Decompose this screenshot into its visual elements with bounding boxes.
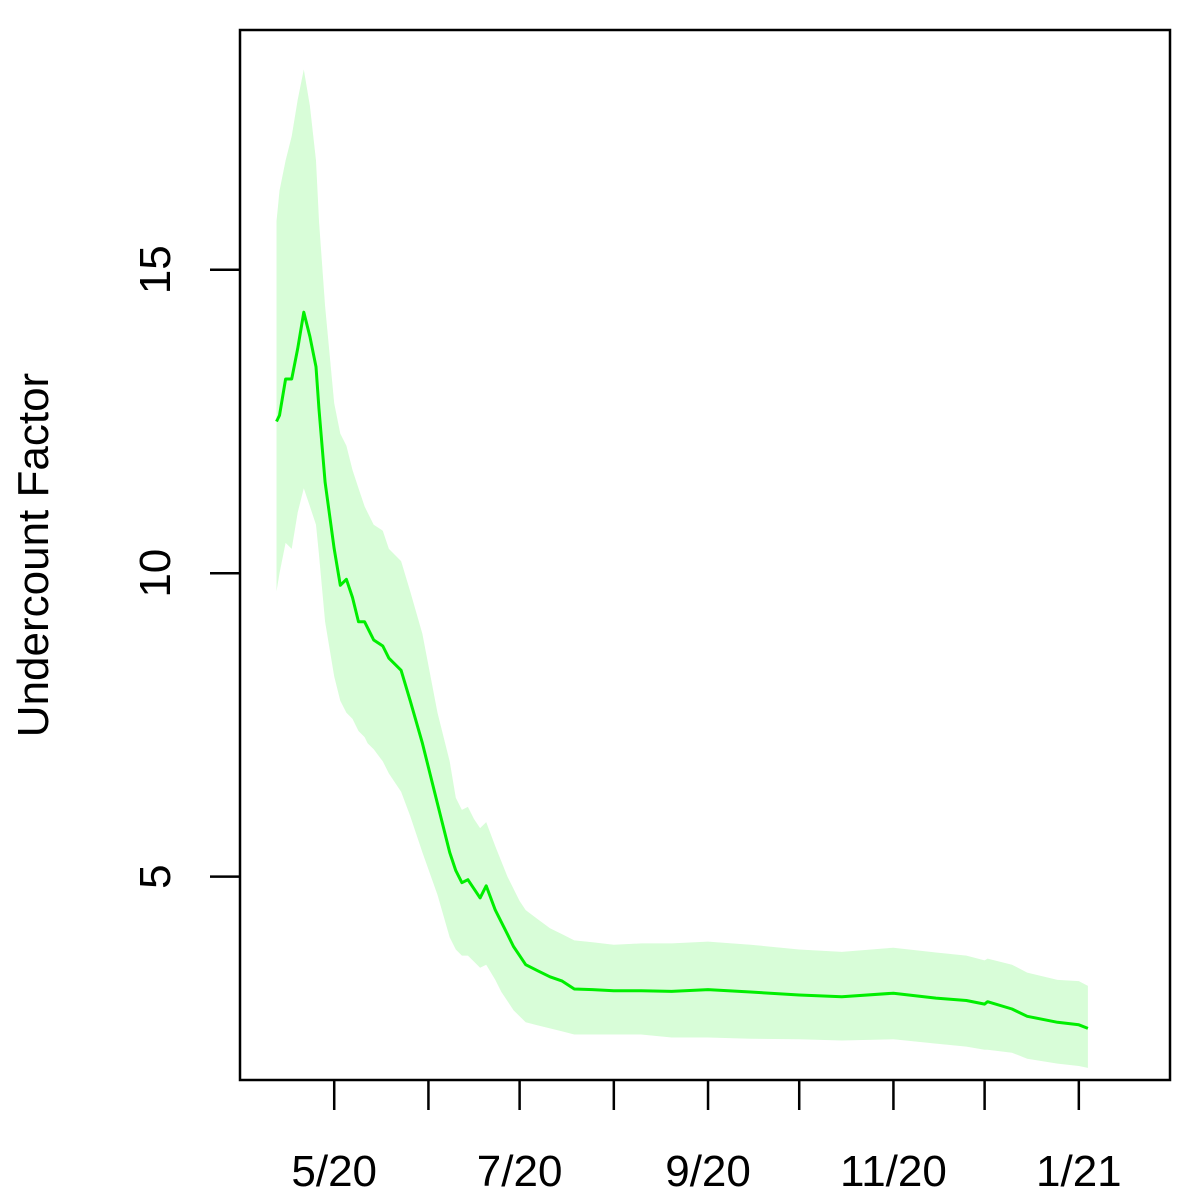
y-tick-label: 5: [131, 864, 180, 888]
confidence-band: [276, 69, 1088, 1068]
x-tick-label: 9/20: [665, 1147, 751, 1196]
x-tick-label: 5/20: [291, 1147, 377, 1196]
y-axis: 5 10 15: [131, 245, 240, 889]
x-tick-label: 11/20: [840, 1147, 947, 1196]
x-tick-label: 7/20: [477, 1147, 563, 1196]
y-axis-label: Undercount Factor: [9, 373, 58, 737]
plot-frame: [238, 28, 1172, 1082]
y-tick-label: 15: [131, 245, 180, 294]
undercount-line: [275, 310, 1089, 1030]
x-tick-label: 1/21: [1036, 1147, 1122, 1196]
y-tick-label: 10: [131, 549, 180, 598]
x-axis: 5/20 7/20 9/20 11/20 1/21: [291, 1080, 1122, 1196]
